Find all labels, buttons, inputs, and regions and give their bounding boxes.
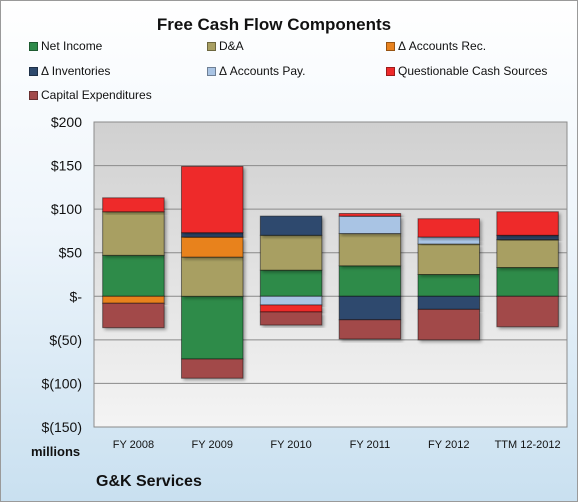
legend-label: Δ Inventories <box>41 64 111 78</box>
bar-segment <box>338 215 402 235</box>
x-tick-label: FY 2008 <box>113 439 154 451</box>
y-tick-label: $(150) <box>42 419 82 435</box>
unit-label: millions <box>31 444 81 459</box>
bar-segment <box>496 239 559 269</box>
bar-segment <box>338 319 402 340</box>
legend-item: Δ Accounts Rec. <box>386 39 486 53</box>
x-tick-label: FY 2011 <box>350 439 391 451</box>
bar-segment <box>181 295 244 360</box>
legend-swatch <box>29 67 38 76</box>
legend-swatch <box>386 42 395 51</box>
legend-label: Δ Accounts Rec. <box>398 39 487 53</box>
bar-segment <box>496 295 559 328</box>
y-tick-label: $150 <box>51 158 82 174</box>
legend-label: Δ Accounts Pay. <box>219 64 306 78</box>
bar-segment <box>259 295 323 306</box>
y-tick-label: $(50) <box>49 332 82 348</box>
legend-swatch <box>207 67 216 76</box>
bar-segment <box>259 269 323 297</box>
bar-segment <box>102 197 165 213</box>
bar-segment <box>417 295 480 310</box>
bar-segment <box>417 243 480 275</box>
x-tick-label: FY 2012 <box>428 439 469 451</box>
plot-background <box>93 121 568 428</box>
legend-swatch <box>29 42 38 51</box>
y-tick-label: $50 <box>59 245 83 261</box>
y-tick-label: $(100) <box>42 375 82 391</box>
bar-segment <box>417 218 480 238</box>
chart-title: Free Cash Flow Components <box>156 15 392 34</box>
legend-item: Net Income <box>29 39 102 53</box>
bar-segment <box>102 302 165 329</box>
bar-segment <box>181 236 244 258</box>
bar-segment <box>496 234 559 241</box>
bar-segment <box>102 254 165 297</box>
bar-segment <box>338 213 402 217</box>
bar-segment <box>181 358 244 379</box>
y-tick-label: $100 <box>51 201 82 217</box>
legend-swatch <box>386 67 395 76</box>
legend-label: Capital Expenditures <box>41 88 152 102</box>
bar-segment <box>417 274 480 297</box>
bar-segment <box>259 304 323 313</box>
bar-segment <box>102 211 165 256</box>
bar-segment <box>259 311 323 326</box>
bar-segment <box>181 232 244 238</box>
legend-label: Net Income <box>41 39 103 53</box>
legend-item: Questionable Cash Sources <box>386 64 547 78</box>
bar-segment <box>102 295 165 304</box>
legend-item: Δ Accounts Pay. <box>207 64 306 78</box>
bar-segment <box>338 233 402 267</box>
bar-segment <box>417 308 480 341</box>
bar-segment <box>259 215 323 236</box>
y-tick-label: $- <box>70 288 83 304</box>
legend-label: Questionable Cash Sources <box>398 64 548 78</box>
legend-item: D&A <box>207 39 244 53</box>
legend-item: Δ Inventories <box>29 64 110 78</box>
x-tick-label: TTM 12-2012 <box>495 439 561 451</box>
legend-swatch <box>207 42 216 51</box>
bar-segment <box>181 256 244 297</box>
bar-segment <box>259 234 323 271</box>
bar-segment <box>338 295 402 321</box>
bar-segment <box>417 236 480 245</box>
bar-segment <box>181 165 244 234</box>
legend-label: D&A <box>219 39 244 53</box>
bar-segment <box>338 265 402 297</box>
legend-item: Capital Expenditures <box>29 88 152 102</box>
legend-swatch <box>29 91 38 100</box>
y-tick-label: $200 <box>51 114 82 130</box>
x-tick-label: FY 2009 <box>192 439 233 451</box>
bar-segment <box>496 267 559 297</box>
x-tick-label: FY 2010 <box>270 439 311 451</box>
company-name: G&K Services <box>96 473 202 490</box>
bar-segment <box>496 211 559 236</box>
